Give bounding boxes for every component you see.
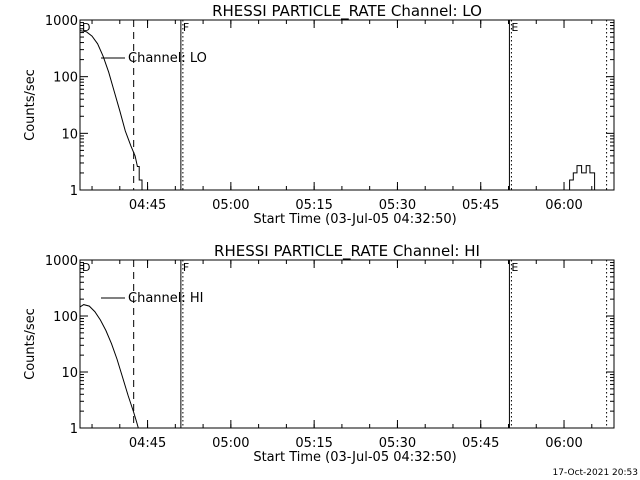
data-series-line [80, 30, 143, 190]
legend-label: Channel: LO [128, 51, 207, 66]
y-axis-label: Counts/sec [23, 308, 38, 380]
x-tick-label: 05:30 [379, 436, 416, 451]
event-marker-label: D [82, 21, 90, 34]
data-series-line [564, 165, 598, 190]
y-tick-label: 1 [70, 184, 78, 199]
data-series-line [80, 304, 139, 428]
x-tick-label: 05:45 [462, 436, 499, 451]
x-tick-label: 06:00 [545, 198, 582, 213]
y-tick-label: 1 [70, 422, 78, 437]
plot-frame [79, 19, 615, 191]
x-tick-label: 05:00 [212, 198, 249, 213]
y-tick-label: 100 [53, 71, 78, 86]
y-tick-label: 10 [61, 366, 78, 381]
x-axis-label: Start Time (03-Jul-05 04:32:50) [253, 212, 456, 227]
x-tick-label: 04:45 [129, 198, 166, 213]
x-tick-label: 05:15 [295, 198, 332, 213]
event-marker-label: F [183, 21, 189, 34]
hi-channel-plot: RHESSI PARTICLE_RATE Channel: HI 1 10 100 10… [23, 242, 615, 465]
event-marker-label: D [82, 261, 90, 274]
event-marker-label: F [183, 261, 189, 274]
x-tick-label: 05:30 [379, 198, 416, 213]
x-tick-label: 05:15 [295, 436, 332, 451]
generation-timestamp: 17-Oct-2021 20:53 [553, 468, 638, 478]
legend-label: Channel: HI [128, 291, 204, 306]
event-marker-label: E [511, 261, 518, 274]
x-tick-label: 04:45 [129, 436, 166, 451]
y-axis-label: Counts/sec [23, 69, 38, 141]
y-tick-label: 10 [61, 127, 78, 142]
x-tick-label: 05:00 [212, 436, 249, 451]
x-tick-label: 05:45 [462, 198, 499, 213]
event-marker-label: E [511, 21, 518, 34]
chart-title: RHESSI PARTICLE_RATE Channel: HI [214, 242, 480, 261]
x-tick-label: 06:00 [545, 436, 582, 451]
chart-title: RHESSI PARTICLE_RATE Channel: LO [212, 2, 482, 21]
plot-frame [79, 259, 615, 429]
x-axis-label: Start Time (03-Jul-05 04:32:50) [253, 450, 456, 465]
y-tick-label: 100 [53, 310, 78, 325]
y-tick-label: 1000 [45, 254, 78, 269]
lo-channel-plot: RHESSI PARTICLE_RATE Channel: LO 1 10 100 10… [23, 2, 615, 227]
y-tick-label: 1000 [45, 14, 78, 29]
